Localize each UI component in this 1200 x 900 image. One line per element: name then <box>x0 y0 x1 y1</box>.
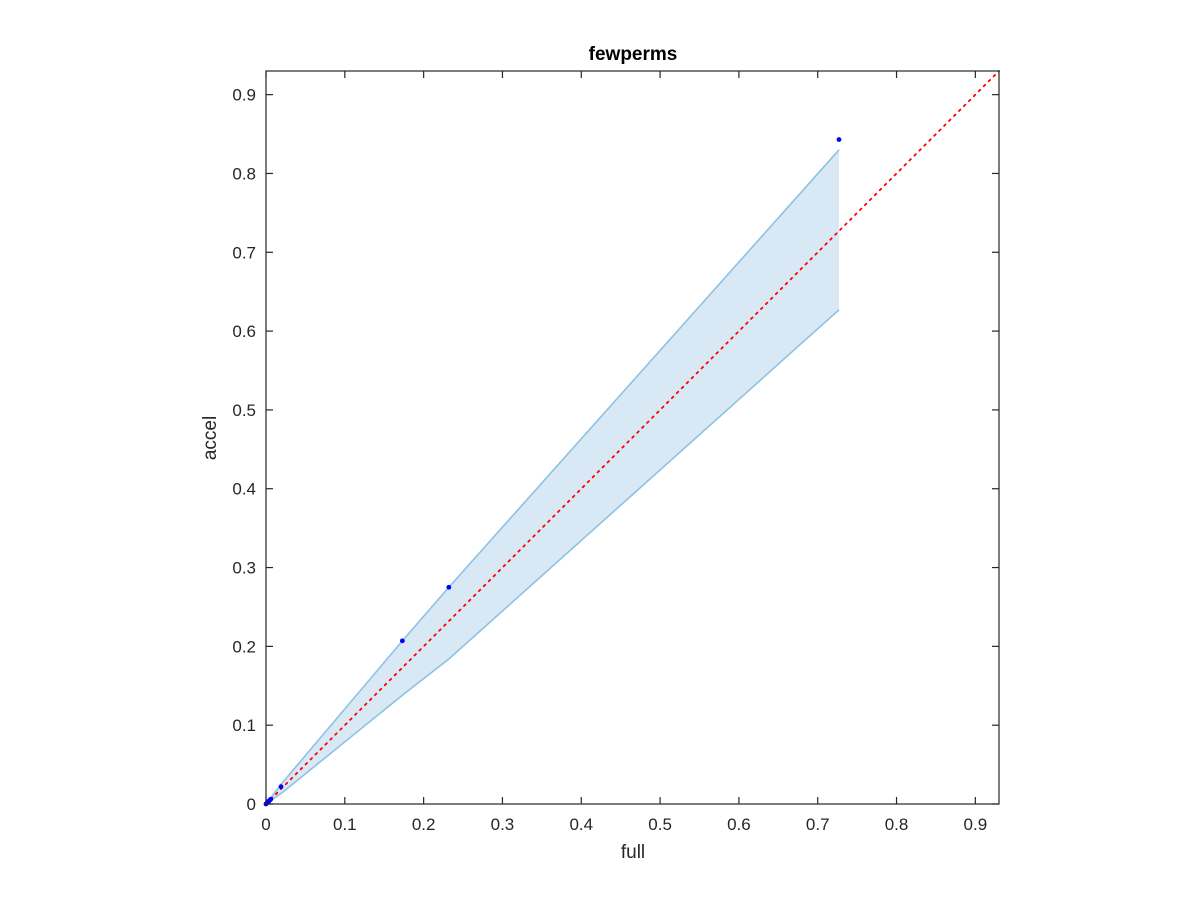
axes-box <box>265 70 1000 805</box>
x-tick-label: 0.1 <box>333 815 357 834</box>
x-tick-label: 0 <box>261 815 270 834</box>
data-point <box>268 796 274 802</box>
x-tick-label: 0.5 <box>648 815 672 834</box>
identity-reference-line <box>265 70 1000 805</box>
plot-frame <box>265 70 1000 805</box>
confidence-band-fill <box>266 149 840 804</box>
y-tick-label: 0 <box>247 795 256 814</box>
x-axis-ticks: 0 0.1 0.2 0.3 0.4 0.5 0.6 0.7 0.8 0.9 <box>261 71 987 834</box>
y-tick-label: 0.5 <box>232 401 256 420</box>
chart-title: fewperms <box>589 44 678 65</box>
y-tick-label: 0.4 <box>232 480 256 499</box>
y-tick-label: 0.2 <box>232 637 256 656</box>
data-point <box>278 784 284 790</box>
y-axis-label: accel <box>200 416 221 460</box>
data-point <box>399 638 405 644</box>
x-tick-label: 0.2 <box>412 815 436 834</box>
confidence-band <box>265 149 840 805</box>
y-axis-ticks: 0 0.1 0.2 0.3 0.4 0.5 0.6 0.7 0.8 0.9 <box>232 86 999 814</box>
y-tick-label: 0.1 <box>232 716 256 735</box>
y-tick-label: 0.6 <box>232 322 256 341</box>
x-tick-label: 0.7 <box>806 815 830 834</box>
data-point <box>446 584 452 590</box>
data-point <box>836 137 842 142</box>
y-tick-label: 0.3 <box>232 559 256 578</box>
y-tick-label: 0.9 <box>232 86 256 105</box>
x-axis-label: full <box>621 842 645 863</box>
x-tick-label: 0.4 <box>569 815 593 834</box>
x-tick-label: 0.6 <box>727 815 751 834</box>
reference-line <box>265 70 1000 805</box>
x-tick-label: 0.9 <box>964 815 988 834</box>
x-tick-label: 0.8 <box>885 815 909 834</box>
y-tick-label: 0.7 <box>232 243 256 262</box>
confidence-band-lower-edge <box>265 309 840 805</box>
x-tick-label: 0.3 <box>491 815 515 834</box>
y-tick-label: 0.8 <box>232 164 256 183</box>
